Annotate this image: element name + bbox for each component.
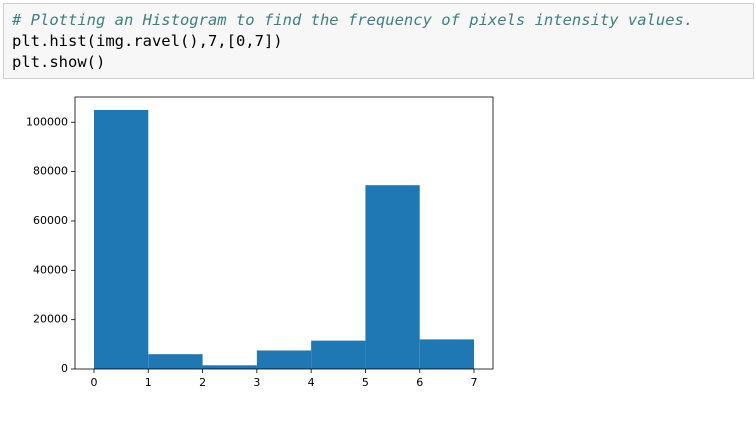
y-tick-label: 40000 xyxy=(33,263,68,276)
bar xyxy=(256,350,312,369)
x-tick-label: 4 xyxy=(308,376,315,389)
chart: 0 20000 40000 60000 80000 100000 0 1 2 3 4 5 6 7 xyxy=(26,96,494,389)
bar xyxy=(94,109,149,369)
y-tick-label: 0 xyxy=(61,362,68,375)
bar xyxy=(419,339,474,369)
x-tick-label: 6 xyxy=(416,376,423,389)
code-line: plt.hist(img.ravel(),7,[0,7]) xyxy=(12,32,283,50)
code-cell[interactable]: # Plotting an Histogram to find the freq… xyxy=(3,3,754,79)
y-tick-label: 20000 xyxy=(33,313,68,326)
code-comment: # Plotting an Histogram to find the freq… xyxy=(12,11,694,29)
bar xyxy=(148,354,203,369)
bar xyxy=(202,365,257,369)
x-tick-label: 2 xyxy=(199,376,206,389)
y-tick-label: 60000 xyxy=(33,214,68,227)
code-line: plt.show() xyxy=(12,53,106,71)
axes-frame xyxy=(74,96,494,370)
x-tick-label: 3 xyxy=(253,376,260,389)
x-tick-label: 0 xyxy=(91,376,98,389)
bar xyxy=(311,340,366,369)
y-tick-label: 100000 xyxy=(26,115,68,128)
x-tick-label: 1 xyxy=(145,376,152,389)
bar xyxy=(365,185,420,369)
x-tick-label: 5 xyxy=(362,376,369,389)
y-tick-label: 80000 xyxy=(33,165,68,178)
x-tick-label: 7 xyxy=(471,376,478,389)
